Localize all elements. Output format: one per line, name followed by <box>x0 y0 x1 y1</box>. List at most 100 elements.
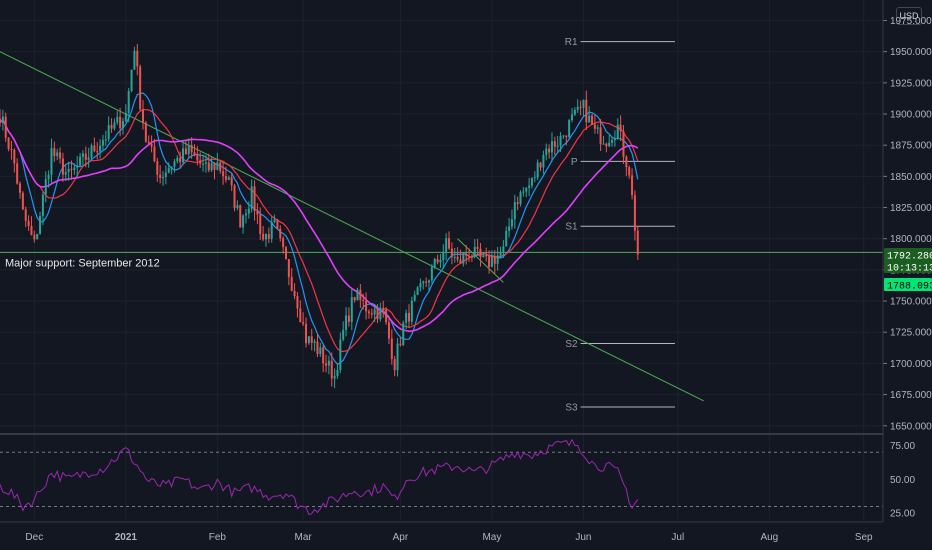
candle[interactable] <box>442 251 445 260</box>
candle[interactable] <box>247 208 250 214</box>
candle[interactable] <box>536 162 539 178</box>
trendline[interactable] <box>0 51 704 402</box>
candle[interactable] <box>605 143 608 147</box>
candle[interactable] <box>190 145 193 153</box>
candle[interactable] <box>244 213 247 216</box>
candle[interactable] <box>124 112 127 122</box>
candle[interactable] <box>193 152 196 156</box>
candle[interactable] <box>210 163 213 171</box>
candle[interactable] <box>81 153 84 157</box>
candle[interactable] <box>525 187 528 192</box>
candle[interactable] <box>439 259 442 263</box>
candle[interactable] <box>516 202 519 205</box>
candle[interactable] <box>327 360 330 366</box>
candle[interactable] <box>113 122 116 129</box>
candle[interactable] <box>173 161 176 167</box>
candle[interactable] <box>224 176 227 180</box>
candle[interactable] <box>24 209 27 221</box>
candle[interactable] <box>490 256 493 267</box>
candle[interactable] <box>345 315 348 330</box>
candle[interactable] <box>239 205 242 228</box>
candle[interactable] <box>139 66 142 110</box>
candle[interactable] <box>333 376 336 379</box>
candle[interactable] <box>176 157 179 162</box>
candle[interactable] <box>522 191 525 193</box>
candle[interactable] <box>119 116 122 128</box>
candle[interactable] <box>356 289 359 301</box>
candle[interactable] <box>41 194 44 216</box>
candle[interactable] <box>562 135 565 137</box>
candle[interactable] <box>433 259 436 267</box>
candle[interactable] <box>359 289 362 300</box>
candle[interactable] <box>347 315 350 322</box>
candle[interactable] <box>4 116 7 138</box>
candle[interactable] <box>44 179 47 195</box>
candle[interactable] <box>459 259 462 264</box>
candle[interactable] <box>622 131 625 157</box>
candle[interactable] <box>21 192 24 210</box>
candle[interactable] <box>628 167 631 176</box>
candle[interactable] <box>216 162 219 170</box>
candle[interactable] <box>542 154 545 168</box>
candle[interactable] <box>631 175 634 196</box>
candle[interactable] <box>571 114 573 121</box>
candle[interactable] <box>588 115 591 123</box>
candle[interactable] <box>242 215 245 228</box>
candle[interactable] <box>196 155 199 161</box>
candle[interactable] <box>147 141 150 144</box>
candle[interactable] <box>316 341 319 354</box>
candle[interactable] <box>559 136 562 146</box>
candle[interactable] <box>636 230 639 255</box>
candle[interactable] <box>199 160 202 164</box>
candle[interactable] <box>613 138 616 140</box>
candle[interactable] <box>236 205 239 209</box>
candle[interactable] <box>104 139 107 141</box>
candle[interactable] <box>419 283 422 288</box>
candle[interactable] <box>130 69 133 91</box>
candle[interactable] <box>430 266 433 281</box>
candle[interactable] <box>353 297 356 301</box>
candle[interactable] <box>533 177 536 179</box>
candle[interactable] <box>299 308 302 323</box>
candle[interactable] <box>373 309 376 315</box>
candle[interactable] <box>282 238 285 248</box>
candle[interactable] <box>336 370 339 377</box>
candle[interactable] <box>470 256 473 258</box>
candle[interactable] <box>485 255 488 257</box>
candle[interactable] <box>465 253 468 256</box>
candle[interactable] <box>576 106 579 110</box>
candle[interactable] <box>133 50 136 70</box>
candle[interactable] <box>633 195 636 231</box>
candle[interactable] <box>502 246 505 253</box>
candle[interactable] <box>310 336 313 343</box>
candle[interactable] <box>256 210 259 215</box>
candle[interactable] <box>482 255 485 258</box>
candle[interactable] <box>79 156 82 166</box>
candle[interactable] <box>387 322 390 339</box>
candle[interactable] <box>99 145 102 152</box>
candle[interactable] <box>61 158 64 175</box>
candle[interactable] <box>550 141 553 153</box>
candle[interactable] <box>365 301 368 312</box>
candle[interactable] <box>390 338 393 360</box>
candle[interactable] <box>616 124 619 139</box>
candle[interactable] <box>322 347 325 364</box>
candle[interactable] <box>448 238 451 249</box>
candle[interactable] <box>19 183 22 193</box>
candle[interactable] <box>164 172 167 178</box>
candle[interactable] <box>611 139 614 143</box>
candle[interactable] <box>13 149 16 164</box>
candle[interactable] <box>222 171 225 177</box>
candle[interactable] <box>505 230 508 247</box>
candle[interactable] <box>513 202 516 220</box>
candle[interactable] <box>67 168 70 172</box>
candle[interactable] <box>602 143 605 145</box>
candle[interactable] <box>382 307 385 311</box>
candle[interactable] <box>167 168 170 173</box>
candle[interactable] <box>90 145 93 158</box>
candle[interactable] <box>379 307 382 320</box>
candle[interactable] <box>179 157 182 163</box>
candle[interactable] <box>59 152 62 159</box>
candle[interactable] <box>582 99 585 108</box>
candle[interactable] <box>110 125 113 129</box>
